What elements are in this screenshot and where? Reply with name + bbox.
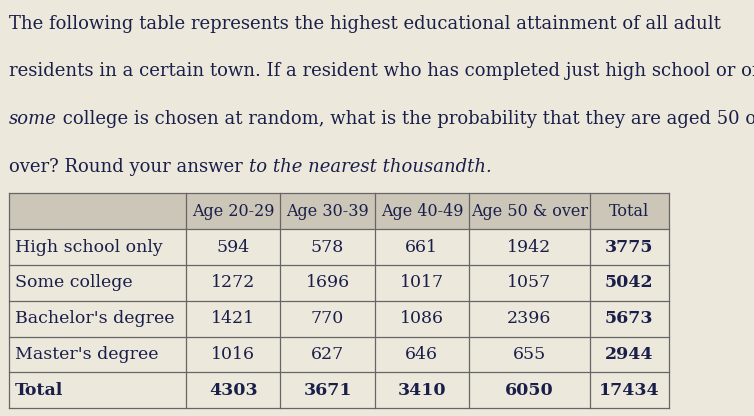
Text: The following table represents the highest educational attainment of all adult: The following table represents the highe… bbox=[9, 15, 721, 32]
Text: 1696: 1696 bbox=[305, 275, 350, 291]
Text: Age 40-49: Age 40-49 bbox=[381, 203, 463, 220]
Text: Total: Total bbox=[15, 382, 63, 399]
Text: 5042: 5042 bbox=[605, 275, 654, 291]
Text: Age 20-29: Age 20-29 bbox=[192, 203, 274, 220]
Text: 1016: 1016 bbox=[211, 346, 256, 363]
Text: 1017: 1017 bbox=[400, 275, 444, 291]
Text: High school only: High school only bbox=[15, 239, 163, 255]
Text: 3671: 3671 bbox=[303, 382, 352, 399]
Text: 627: 627 bbox=[311, 346, 345, 363]
Text: 3775: 3775 bbox=[605, 239, 654, 255]
Text: 770: 770 bbox=[311, 310, 345, 327]
Text: 6050: 6050 bbox=[505, 382, 553, 399]
Text: 1421: 1421 bbox=[211, 310, 256, 327]
Text: Age 50 & over: Age 50 & over bbox=[470, 203, 588, 220]
Text: over? Round your answer: over? Round your answer bbox=[9, 158, 249, 176]
Text: 1086: 1086 bbox=[400, 310, 444, 327]
Text: some: some bbox=[9, 110, 57, 128]
Text: 1272: 1272 bbox=[211, 275, 256, 291]
Text: 1942: 1942 bbox=[507, 239, 551, 255]
Text: 2944: 2944 bbox=[605, 346, 654, 363]
Text: college is chosen at random, what is the probability that they are aged 50 or: college is chosen at random, what is the… bbox=[57, 110, 754, 128]
Text: 578: 578 bbox=[311, 239, 345, 255]
Text: Master's degree: Master's degree bbox=[15, 346, 158, 363]
Text: 594: 594 bbox=[216, 239, 250, 255]
Text: 5673: 5673 bbox=[605, 310, 654, 327]
Text: Age 30-39: Age 30-39 bbox=[287, 203, 369, 220]
Text: 1057: 1057 bbox=[507, 275, 551, 291]
Text: 2396: 2396 bbox=[507, 310, 551, 327]
Text: 3410: 3410 bbox=[397, 382, 446, 399]
Text: 4303: 4303 bbox=[209, 382, 258, 399]
Text: residents in a certain town. If a resident who has completed just high school or: residents in a certain town. If a reside… bbox=[9, 62, 754, 80]
Text: Total: Total bbox=[609, 203, 649, 220]
Text: Bachelor's degree: Bachelor's degree bbox=[15, 310, 175, 327]
Text: 655: 655 bbox=[513, 346, 546, 363]
Text: to the nearest thousandth.: to the nearest thousandth. bbox=[249, 158, 492, 176]
Text: 646: 646 bbox=[406, 346, 438, 363]
Text: Some college: Some college bbox=[15, 275, 133, 291]
Bar bbox=[9, 193, 669, 408]
Bar bbox=[9, 193, 669, 229]
Text: 661: 661 bbox=[406, 239, 438, 255]
Text: 17434: 17434 bbox=[599, 382, 660, 399]
